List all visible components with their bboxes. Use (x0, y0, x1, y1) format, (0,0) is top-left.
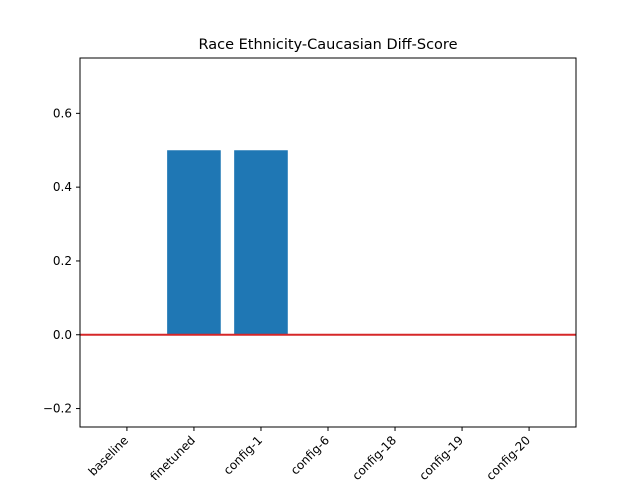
y-tick-label: 0.2 (53, 254, 72, 268)
x-tick-label: config-1 (221, 433, 265, 477)
bar-finetuned (167, 150, 221, 335)
x-tick-label: config-18 (349, 433, 399, 480)
bar-config-1 (234, 150, 288, 335)
x-tick-label: config-6 (288, 433, 332, 477)
bars-group (167, 150, 288, 335)
x-tick-label: baseline (86, 433, 131, 478)
x-tick-label: config-20 (483, 433, 533, 480)
y-tick-label: 0.6 (53, 106, 72, 120)
x-tick-label: config-19 (416, 433, 466, 480)
x-tick-label: finetuned (148, 433, 199, 480)
y-tick-label: 0.0 (53, 328, 72, 342)
y-tick-label: −0.2 (43, 402, 72, 416)
y-tick-label: 0.4 (53, 180, 72, 194)
chart-title: Race Ethnicity-Caucasian Diff-Score (199, 37, 458, 53)
x-axis: baseline finetuned config-1 config-6 config-… (86, 427, 533, 480)
axes-frame (79, 57, 577, 428)
y-axis: −0.2 0.0 0.2 0.4 0.6 (43, 106, 80, 416)
